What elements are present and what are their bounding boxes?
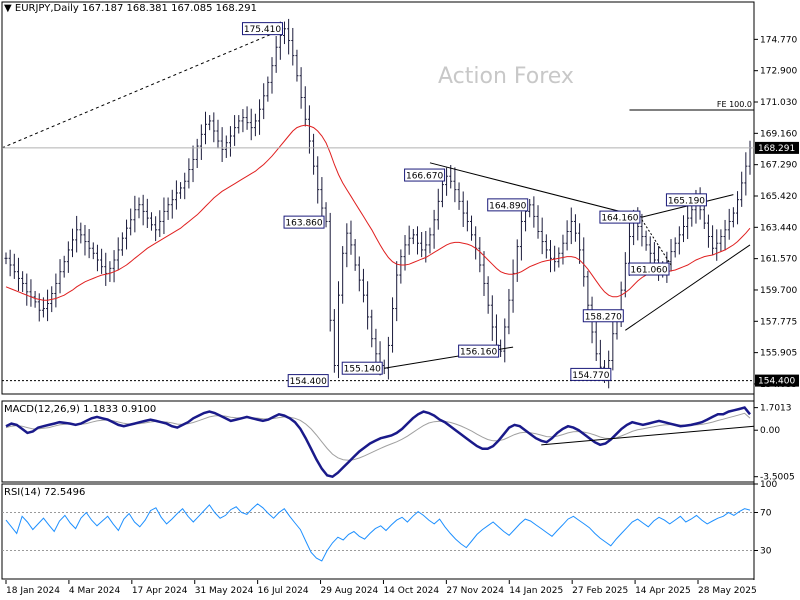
x-tick-label: 16 Jul 2024 [258, 586, 309, 596]
x-tick-label: 31 May 2024 [195, 586, 254, 596]
price-y-tick-label: 159.700 [760, 286, 797, 296]
price-annotation-box [458, 344, 500, 358]
price-y-tick-label: 157.775 [760, 317, 797, 327]
price-annotation-box [665, 193, 707, 207]
price-y-tick-label: 172.900 [760, 67, 797, 77]
price-annotation-box [570, 367, 612, 381]
price-annotation-box [599, 210, 641, 224]
price-annotation-label: 156.160 [460, 348, 497, 358]
x-tick-label: 14 Jan 2025 [509, 586, 563, 596]
price-annotation-label: 164.160 [601, 214, 638, 224]
rsi-y-tick-label: 30 [760, 547, 772, 557]
price-annotation-box [241, 22, 283, 36]
x-tick-label: 29 Aug 2024 [321, 586, 379, 596]
price-annotation-label: 163.860 [285, 219, 322, 229]
price-annotation-box [341, 361, 383, 375]
x-tick-label: 27 Nov 2024 [446, 586, 504, 596]
ohlc-readout: 167.187 168.381 167.085 168.291 [82, 3, 257, 14]
macd-line [5, 406, 751, 479]
x-tick-label: 4 Mar 2024 [69, 586, 121, 596]
price-y-tick-label: 171.030 [760, 98, 797, 108]
price-annotation-label: 161.060 [630, 266, 667, 276]
dotted-projection [641, 219, 672, 266]
x-tick-label: 17 Apr 2024 [132, 586, 188, 596]
price-annotation-label: 175.410 [244, 25, 281, 35]
descending-trendline [429, 162, 643, 218]
price-annotation-box [487, 198, 529, 212]
moving-average-line [5, 124, 751, 301]
price-y-tick-label: 165.420 [760, 192, 797, 202]
price-y-tick-label: 169.160 [760, 129, 797, 139]
price-annotation-label: 166.670 [406, 172, 443, 182]
support-level-marker [755, 374, 799, 387]
rsi-panel-title: RSI(14) 72.5496 [4, 487, 86, 498]
price-annotation-label: 155.140 [344, 365, 381, 375]
fe-label: FE 100.0 [717, 100, 752, 109]
macd-panel-title: MACD(12,26,9) 1.1833 0.9100 [4, 404, 157, 415]
watermark: Action Forex [438, 64, 574, 89]
rsi-y-tick-label: 70 [760, 509, 772, 519]
macd-y-tick-label: -3.5005 [760, 473, 795, 483]
rsi-line [5, 503, 751, 562]
current-price-marker-label: 168.291 [758, 144, 795, 154]
price-panel-frame [1, 1, 755, 395]
macd-y-tick-label: 1.7013 [760, 404, 792, 414]
price-annotation-box [404, 168, 446, 182]
collapse-triangle-icon[interactable]: ▼ [4, 3, 12, 14]
x-tick-label: 28 May 2025 [698, 586, 757, 596]
price-annotation-label: 154.770 [572, 371, 609, 381]
price-annotation-box [628, 262, 670, 276]
x-tick-label: 14 Oct 2024 [383, 586, 439, 596]
x-tick-label: 14 Apr 2025 [635, 586, 691, 596]
price-annotation-box [582, 309, 624, 323]
symbol-title: EURJPY,Daily [14, 3, 79, 14]
macd-trendline [541, 425, 755, 446]
rsi-y-tick-label: 100 [760, 480, 777, 490]
price-annotation-label: 165.190 [668, 196, 705, 206]
lower-channel-line [625, 244, 751, 331]
support-level-marker-label: 154.400 [758, 377, 795, 387]
x-tick-label: 27 Feb 2025 [572, 586, 628, 596]
price-annotation-label: 164.890 [489, 201, 526, 211]
price-y-tick-label: 163.440 [760, 223, 797, 233]
price-panel-title: ▼ EURJPY,Daily 167.187 168.381 167.085 1… [4, 3, 257, 14]
price-annotation-box [287, 374, 329, 388]
price-annotation-label: 154.400 [290, 377, 327, 387]
price-y-tick-label: 155.905 [760, 349, 797, 359]
rsi-panel-frame [1, 483, 755, 580]
dotted-trendline [1, 28, 285, 149]
price-y-tick-label: 161.570 [760, 255, 797, 265]
price-annotation-label: 158.270 [585, 312, 622, 322]
x-tick-label: 18 Jan 2024 [6, 586, 60, 596]
price-y-tick-label: 174.770 [760, 35, 797, 45]
price-y-tick-label: 167.290 [760, 161, 797, 171]
macd-y-tick-label: 0.00 [760, 426, 780, 436]
price-annotation-box [283, 215, 325, 229]
current-price-marker [755, 141, 799, 154]
